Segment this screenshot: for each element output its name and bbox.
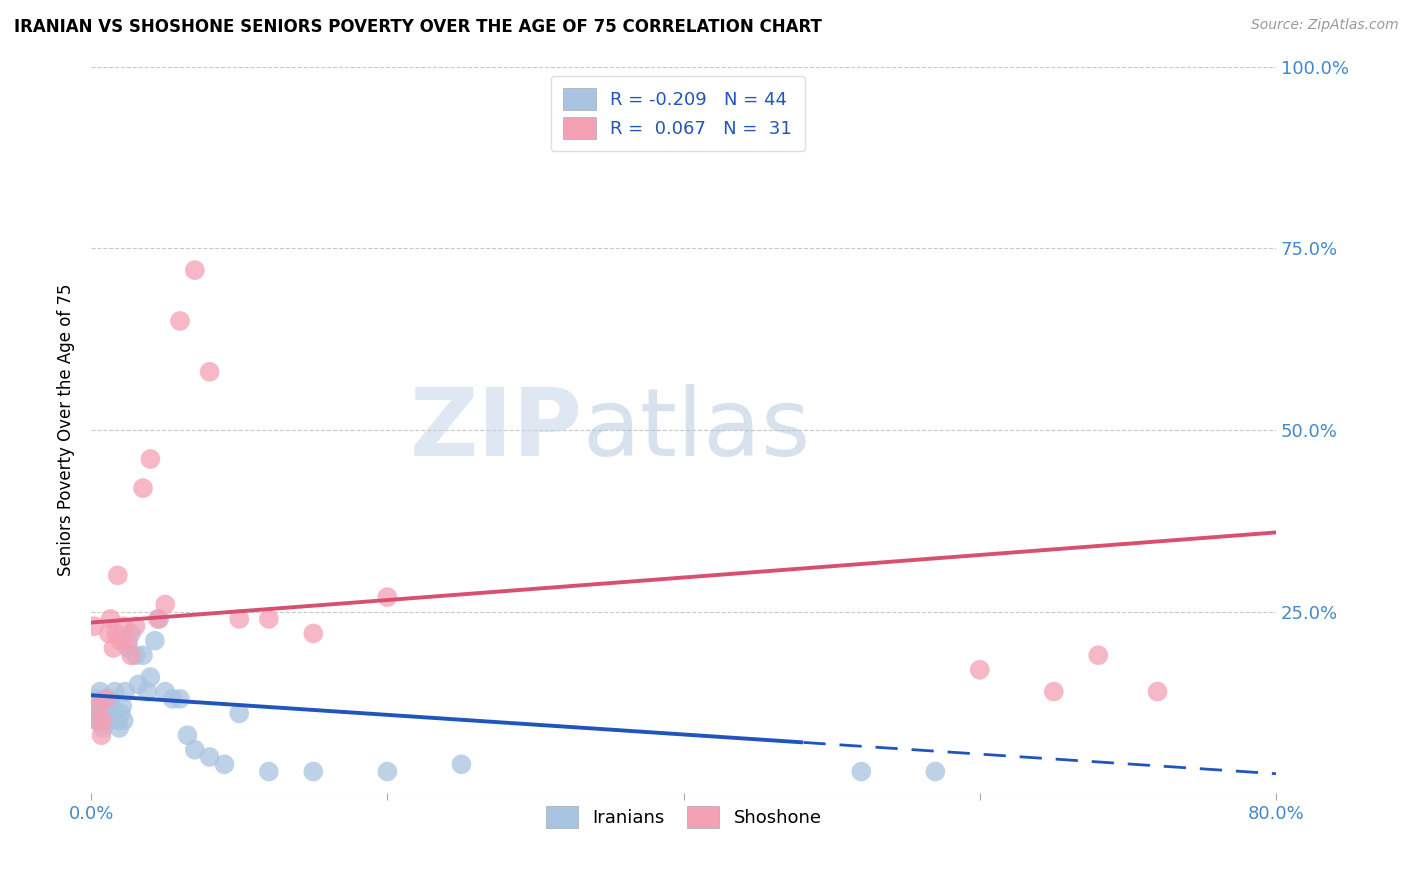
Point xyxy=(90,728,112,742)
Point xyxy=(91,721,114,735)
Point xyxy=(1146,684,1168,698)
Point xyxy=(97,699,120,714)
Point xyxy=(111,699,134,714)
Point xyxy=(110,706,132,721)
Point xyxy=(184,743,207,757)
Point xyxy=(107,714,129,728)
Point xyxy=(91,714,114,728)
Point xyxy=(214,757,236,772)
Point xyxy=(153,598,176,612)
Point xyxy=(83,691,105,706)
Point xyxy=(100,691,122,706)
Point xyxy=(108,721,131,735)
Point xyxy=(117,640,139,655)
Point xyxy=(94,691,117,706)
Point xyxy=(124,648,146,663)
Point xyxy=(302,764,325,779)
Point xyxy=(105,626,128,640)
Point xyxy=(132,481,155,495)
Point xyxy=(302,626,325,640)
Point xyxy=(139,670,162,684)
Point xyxy=(146,612,169,626)
Point xyxy=(148,612,170,626)
Point xyxy=(101,699,124,714)
Point xyxy=(184,263,207,277)
Point xyxy=(84,706,107,721)
Point xyxy=(257,612,280,626)
Point xyxy=(1043,684,1066,698)
Point xyxy=(124,619,146,633)
Point xyxy=(377,764,399,779)
Point xyxy=(112,714,135,728)
Point xyxy=(132,648,155,663)
Point xyxy=(114,684,136,698)
Point xyxy=(103,706,125,721)
Point xyxy=(169,691,191,706)
Point xyxy=(87,699,110,714)
Point xyxy=(969,663,991,677)
Point xyxy=(198,365,221,379)
Point xyxy=(139,452,162,467)
Point xyxy=(90,714,112,728)
Point xyxy=(450,757,472,772)
Point xyxy=(87,699,110,714)
Point xyxy=(83,619,105,633)
Point xyxy=(377,590,399,604)
Text: Source: ZipAtlas.com: Source: ZipAtlas.com xyxy=(1251,18,1399,32)
Point xyxy=(96,714,118,728)
Point xyxy=(1087,648,1109,663)
Point xyxy=(104,684,127,698)
Point xyxy=(86,714,108,728)
Point xyxy=(153,684,176,698)
Point xyxy=(228,706,250,721)
Point xyxy=(924,764,946,779)
Point xyxy=(120,626,142,640)
Y-axis label: Seniors Poverty Over the Age of 75: Seniors Poverty Over the Age of 75 xyxy=(58,284,75,576)
Point xyxy=(176,728,198,742)
Point xyxy=(100,612,122,626)
Text: IRANIAN VS SHOSHONE SENIORS POVERTY OVER THE AGE OF 75 CORRELATION CHART: IRANIAN VS SHOSHONE SENIORS POVERTY OVER… xyxy=(14,18,823,36)
Point xyxy=(136,684,159,698)
Point xyxy=(228,612,250,626)
Point xyxy=(162,691,184,706)
Point xyxy=(120,648,142,663)
Point xyxy=(89,684,111,698)
Point xyxy=(103,640,125,655)
Point xyxy=(128,677,150,691)
Point xyxy=(110,633,132,648)
Point xyxy=(93,691,115,706)
Point xyxy=(169,314,191,328)
Point xyxy=(97,626,120,640)
Legend: Iranians, Shoshone: Iranians, Shoshone xyxy=(538,798,828,835)
Point xyxy=(257,764,280,779)
Text: ZIP: ZIP xyxy=(411,384,583,476)
Point xyxy=(143,633,166,648)
Point xyxy=(117,633,139,648)
Point xyxy=(851,764,873,779)
Point xyxy=(198,750,221,764)
Point xyxy=(94,706,117,721)
Point xyxy=(107,568,129,582)
Text: atlas: atlas xyxy=(583,384,811,476)
Point xyxy=(112,619,135,633)
Point xyxy=(86,714,108,728)
